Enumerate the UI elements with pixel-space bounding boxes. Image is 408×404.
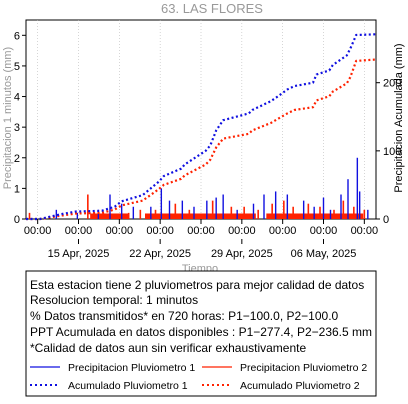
left-tick-label: 6: [14, 30, 20, 42]
cumulative-line-p1: [26, 33, 377, 221]
legend-label-p1-accum: Acumulado Pluviometro 1: [68, 380, 188, 392]
left-tick-label: 0: [14, 214, 20, 226]
legend-label-p2-precip: Precipitacion Pluviometro 2: [240, 362, 367, 374]
precipitation-bars-p1: [55, 157, 369, 219]
x-tick-label-date: 29 Apr, 2025: [211, 248, 273, 260]
grid-layer: [37, 20, 365, 219]
x-tick-label-time: 00:00: [65, 225, 93, 237]
x-tick-label-time: 00:00: [146, 225, 174, 237]
axis-ticks: 00:00 00:00 15 Apr, 2025 00:00 00:00 22 Apr, …: [14, 30, 401, 260]
left-tick-label: 1: [14, 183, 20, 195]
right-tick-label: 200: [383, 78, 401, 90]
info-line-2: Resolucion temporal: 1 minutos: [30, 293, 198, 307]
left-tick-label: 4: [14, 92, 20, 104]
legend-label-p2-accum: Acumulado Pluviometro 2: [240, 380, 360, 392]
left-tick-label: 2: [14, 153, 20, 165]
x-tick-label-time: 00:00: [310, 225, 338, 237]
x-tick-label-time: 00:00: [24, 225, 52, 237]
precip-p2-baseline-span: [119, 213, 127, 219]
left-axis-label: Precipitacion 1 minutos (mm): [2, 47, 14, 189]
left-tick-label: 3: [14, 122, 20, 134]
left-tick-label: 5: [14, 61, 20, 73]
x-tick-label-date: 06 May, 2025: [291, 248, 357, 260]
legend-label-p1-precip: Precipitacion Pluviometro 1: [68, 362, 195, 374]
cumulative-lines: [26, 33, 377, 221]
x-tick-label-date: 22 Apr, 2025: [129, 248, 191, 260]
right-tick-label: 0: [383, 214, 389, 226]
info-line-1: Esta estacion tiene 2 pluviometros para …: [30, 278, 364, 292]
info-line-3: % Datos transmitidos* en 720 horas: P1−1…: [30, 309, 339, 323]
x-tick-label-time: 00:00: [228, 225, 256, 237]
x-tick-label-date: 15 Apr, 2025: [48, 248, 110, 260]
x-tick-label-time: 00:00: [351, 225, 379, 237]
x-tick-label-time: 00:00: [187, 225, 215, 237]
precip-p2-baseline-span: [145, 213, 256, 219]
right-axis-label: Precipitacion Acumulada (mm): [393, 43, 405, 192]
cumulative-line-p2: [26, 58, 377, 221]
info-box: [25, 270, 377, 397]
info-line-4: PPT Acumulada en datos disponibles : P1−…: [30, 325, 372, 339]
info-line-5: *Calidad de datos aun sin verificar exha…: [30, 341, 306, 355]
chart-title: 63. LAS FLORES: [161, 1, 263, 16]
x-tick-label-time: 00:00: [269, 225, 297, 237]
right-tick-label: 100: [383, 146, 401, 158]
x-tick-label-time: 00:00: [106, 225, 134, 237]
